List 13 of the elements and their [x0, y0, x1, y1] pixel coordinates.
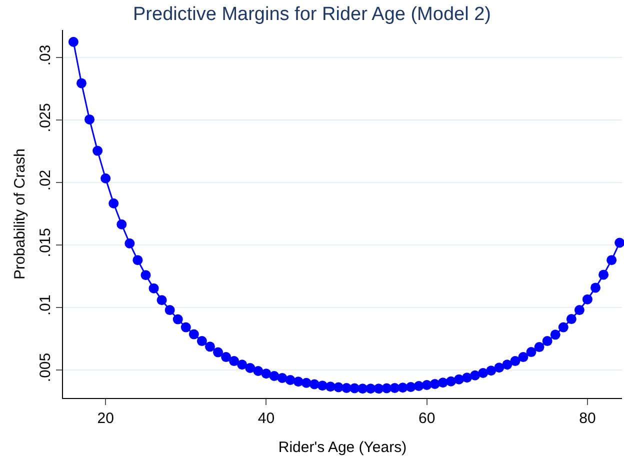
y-tick-label: .01 — [37, 294, 54, 316]
y-tick-label: .03 — [37, 44, 54, 66]
y-tick-label: .02 — [37, 170, 54, 191]
y-tick-label: .005 — [37, 352, 54, 382]
x-tick-label: 80 — [579, 410, 596, 427]
y-tick-label: .015 — [37, 228, 54, 258]
x-axis-title: Rider's Age (Years) — [278, 439, 407, 456]
x-tick-label: 40 — [258, 410, 275, 427]
chart-title: Predictive Margins for Rider Age (Model 2) — [133, 4, 491, 26]
x-tick-label: 20 — [97, 410, 114, 427]
y-axis-title: Probability of Crash — [11, 148, 28, 280]
y-tick-label: .025 — [37, 103, 54, 132]
x-tick-label: 60 — [418, 410, 436, 427]
